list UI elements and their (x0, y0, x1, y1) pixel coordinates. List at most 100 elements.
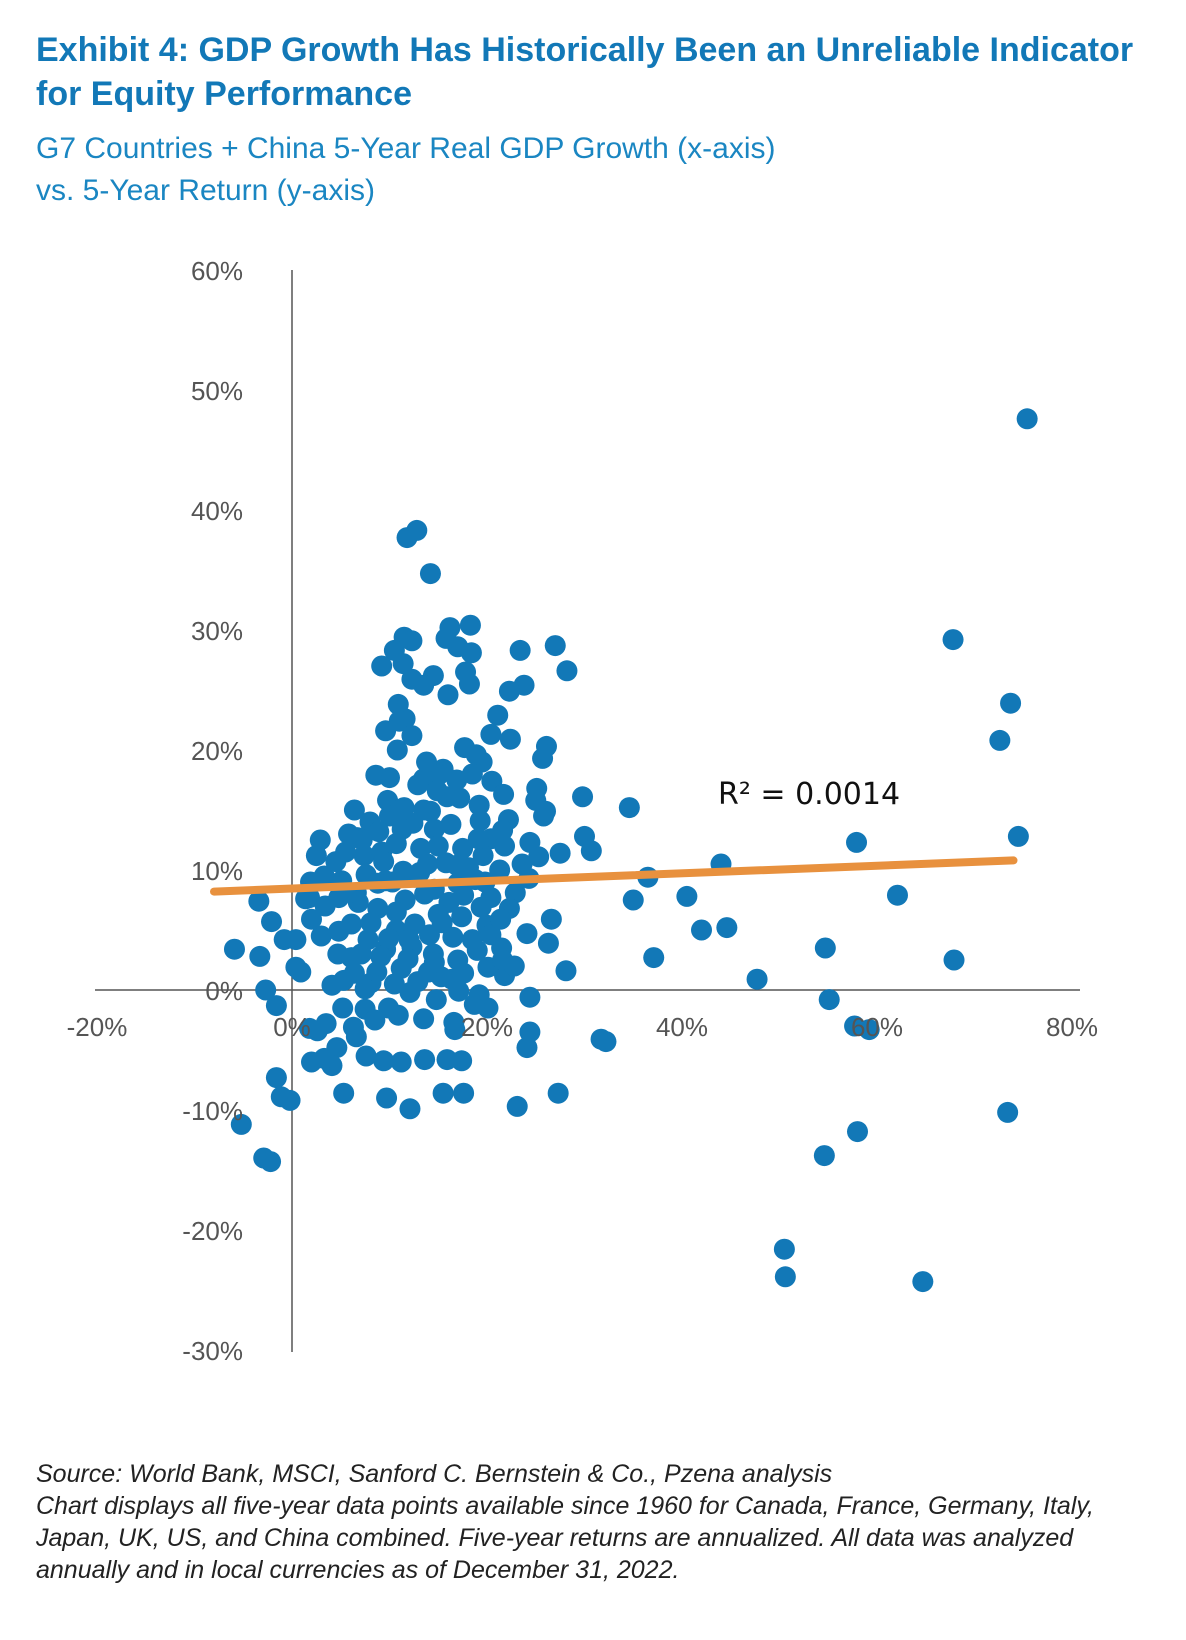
data-point (470, 896, 492, 918)
data-point (340, 947, 362, 969)
data-point (676, 885, 698, 907)
data-point (490, 908, 512, 930)
data-point (419, 800, 441, 822)
data-point (1000, 692, 1022, 714)
data-point (846, 831, 868, 853)
data-point (813, 1145, 835, 1167)
data-point (453, 962, 475, 984)
data-point (622, 889, 644, 911)
data-point (465, 744, 487, 766)
data-point (414, 1049, 436, 1071)
data-point (255, 979, 277, 1001)
data-point (357, 929, 379, 951)
x-tick-label: 20% (461, 1012, 513, 1042)
data-point (360, 912, 382, 934)
data-point (773, 1238, 795, 1260)
x-tick-label: 0% (273, 1012, 311, 1042)
data-point (555, 960, 577, 982)
y-tick-label: 10% (191, 856, 243, 886)
data-point (468, 794, 490, 816)
y-tick-label: 0% (205, 976, 243, 1006)
data-point (997, 1101, 1019, 1123)
methodology-note: Chart displays all five-year data points… (36, 1492, 1094, 1584)
data-point (299, 1017, 321, 1039)
y-tick-label: 50% (191, 376, 243, 406)
data-point (506, 1095, 528, 1117)
data-point (912, 1271, 934, 1293)
data-point (847, 1121, 868, 1143)
scatter-chart: R² = 0.0014 -20% 0% 20% 40% 60% 80% -30% -20% -1… (67, 256, 1098, 1366)
data-point (572, 786, 594, 808)
data-point (355, 1045, 377, 1067)
trendline-group: R² = 0.0014 (210, 777, 1018, 896)
data-point (391, 818, 413, 840)
data-point (378, 927, 400, 949)
data-point (325, 851, 347, 873)
data-point (399, 1098, 421, 1120)
data-point (461, 929, 483, 951)
data-point (401, 630, 423, 652)
y-tick-label: 20% (191, 736, 243, 766)
data-point (371, 655, 393, 677)
data-point (392, 653, 414, 675)
data-point (265, 1067, 287, 1089)
data-point (1007, 825, 1029, 847)
data-point (309, 829, 331, 851)
data-point (345, 1026, 367, 1048)
data-point (469, 810, 491, 832)
data-point (370, 945, 392, 967)
subtitle-line-1: G7 Countries + China 5-Year Real GDP Gro… (36, 132, 776, 165)
data-points (223, 408, 1038, 1293)
data-point (407, 971, 429, 993)
data-point (328, 920, 350, 942)
data-point (385, 901, 407, 923)
subtitle-line-2: vs. 5-Year Return (y-axis) (36, 174, 375, 207)
data-point (818, 989, 840, 1011)
data-point (716, 917, 738, 939)
data-point (435, 627, 457, 649)
data-point (943, 949, 965, 971)
data-point (301, 908, 322, 930)
data-point (248, 890, 270, 912)
data-point (451, 906, 473, 928)
data-point (387, 1004, 409, 1026)
data-point (423, 818, 445, 840)
data-point (574, 825, 595, 847)
data-point (537, 932, 559, 954)
data-point (499, 728, 521, 750)
data-point (519, 986, 541, 1008)
y-tick-label: -30% (182, 1336, 243, 1366)
data-point (338, 823, 360, 845)
data-point (353, 845, 375, 867)
data-point (444, 1019, 466, 1041)
data-point (459, 614, 481, 636)
data-point (446, 854, 468, 876)
data-point (310, 925, 332, 947)
tick-labels: -20% 0% 20% 40% 60% 80% -30% -20% -10% 0% 10% 20% 30… (67, 256, 1098, 1366)
data-point (419, 563, 441, 585)
data-point (1016, 408, 1038, 430)
data-point (333, 969, 355, 991)
data-point (279, 1089, 301, 1111)
data-point (426, 780, 448, 802)
data-point (493, 783, 515, 805)
data-point (343, 799, 365, 821)
data-point (427, 835, 449, 857)
data-point (423, 951, 445, 973)
data-point (509, 639, 531, 661)
data-point (401, 725, 423, 747)
x-tick-label: 40% (656, 1012, 708, 1042)
data-point (413, 1008, 435, 1030)
data-point (746, 968, 768, 990)
chart-footer: Source: World Bank, MSCI, Sanford C. Ber… (36, 1458, 1156, 1586)
y-tick-label: -20% (182, 1216, 243, 1246)
data-point (556, 660, 578, 682)
data-point (413, 674, 435, 696)
data-point (526, 777, 548, 799)
y-tick-label: -10% (182, 1096, 243, 1126)
data-point (390, 1051, 412, 1073)
data-point (516, 1037, 538, 1059)
data-point (260, 1151, 282, 1173)
chart-title: Exhibit 4: GDP Growth Has Historically B… (36, 31, 1134, 113)
data-point (365, 764, 387, 786)
